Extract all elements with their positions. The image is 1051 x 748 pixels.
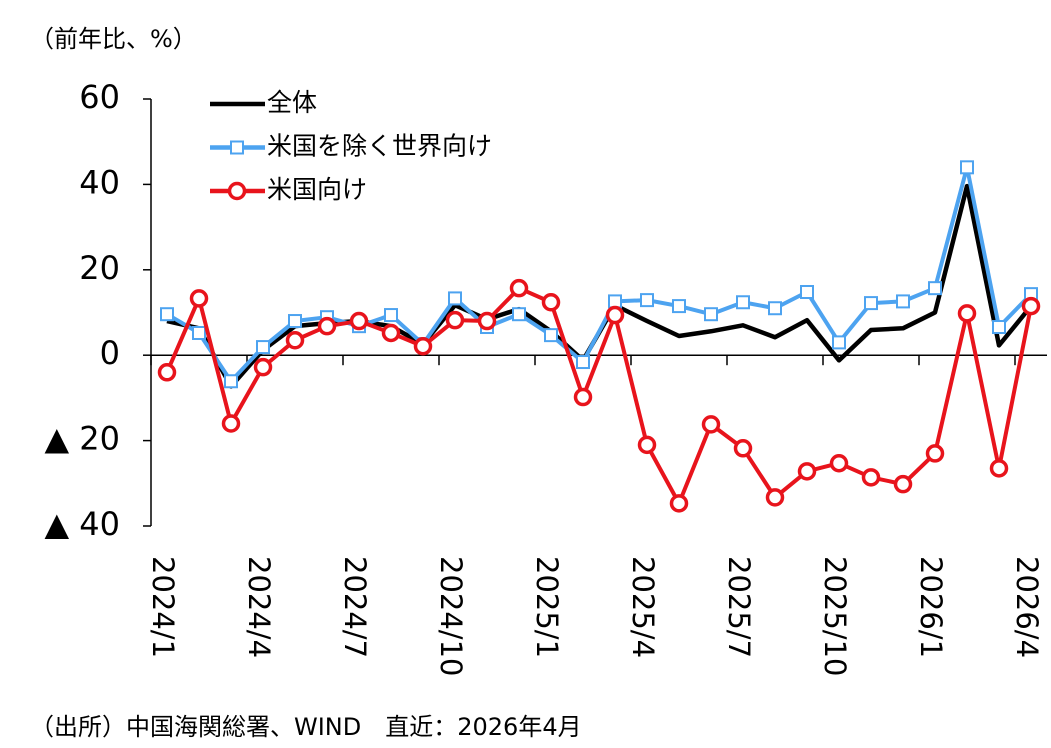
data-point: [765, 488, 785, 507]
legend-label: 米国向け: [267, 175, 367, 204]
x-tick-label: 2025/7: [722, 556, 756, 658]
data-point: [160, 307, 174, 322]
data-point: [1021, 296, 1041, 316]
data-point: [925, 444, 945, 463]
x-tick-label: 2024/7: [338, 556, 372, 658]
data-point: [253, 357, 273, 377]
data-point: [189, 289, 209, 308]
y-tick-label: 40: [79, 163, 120, 201]
data-point: [893, 474, 913, 494]
x-tick-label: 2025/4: [626, 556, 660, 658]
data-point: [733, 439, 753, 458]
series-line: [165, 165, 1033, 384]
data-point: [768, 301, 782, 316]
data-point: [832, 335, 846, 350]
footnote: （出所）中国海関総署、WIND 直近：2026年4月: [30, 713, 582, 741]
legend-marker: [230, 140, 244, 155]
data-point: [605, 305, 625, 325]
data-point: [861, 468, 881, 487]
data-point: [800, 285, 814, 300]
data-point: [957, 304, 977, 323]
legend-marker: [227, 181, 247, 201]
legend-label: 全体: [267, 88, 317, 117]
y-tick-label: 20: [79, 249, 120, 287]
data-point: [384, 308, 398, 323]
data-point: [445, 310, 465, 330]
data-point: [797, 462, 817, 481]
data-point: [640, 293, 654, 308]
data-point: [928, 281, 942, 296]
y-tick-label: 60: [79, 78, 120, 116]
x-tick-label: 2026/1: [914, 556, 948, 658]
data-point: [992, 320, 1006, 335]
data-point: [960, 160, 974, 175]
data-point: [541, 293, 561, 312]
legend-label: 米国を除く世界向け: [267, 132, 492, 161]
data-point: [672, 299, 686, 314]
data-point: [413, 336, 433, 356]
data-point: [192, 325, 206, 340]
x-tick-label: 2025/1: [530, 556, 564, 658]
data-point: [573, 387, 593, 407]
data-point: [544, 328, 558, 343]
data-point: [736, 295, 750, 310]
data-point: [285, 331, 305, 350]
y-tick-label: 0: [100, 334, 120, 372]
data-point: [477, 311, 497, 331]
y-tick-label: ▲ 40: [45, 505, 121, 543]
data-point: [288, 314, 302, 329]
data-point: [157, 363, 177, 382]
data-point: [381, 323, 401, 343]
y-axis-label: （前年比、%）: [30, 25, 197, 53]
data-point: [576, 355, 590, 370]
data-point: [509, 278, 529, 298]
data-point: [701, 415, 721, 434]
data-point: [221, 414, 241, 433]
x-tick-label: 2024/10: [434, 556, 468, 676]
data-point: [512, 307, 526, 322]
x-tick-label: 2024/4: [242, 556, 276, 658]
data-point: [637, 435, 657, 455]
data-point: [864, 296, 878, 311]
data-point: [608, 294, 622, 309]
data-point: [224, 374, 238, 389]
data-point: [349, 311, 369, 331]
y-tick-label: ▲ 20: [45, 420, 121, 458]
data-point: [989, 459, 1009, 478]
data-point: [829, 453, 849, 473]
data-point: [669, 494, 689, 513]
x-tick-label: 2026/4: [1010, 556, 1044, 658]
x-tick-label: 2025/10: [818, 556, 852, 676]
data-point: [256, 340, 270, 355]
data-point: [896, 294, 910, 309]
series-line: [165, 286, 1033, 506]
data-point: [317, 316, 337, 336]
data-point: [704, 307, 718, 322]
x-tick-label: 2024/1: [146, 556, 180, 658]
data-point: [448, 291, 462, 306]
